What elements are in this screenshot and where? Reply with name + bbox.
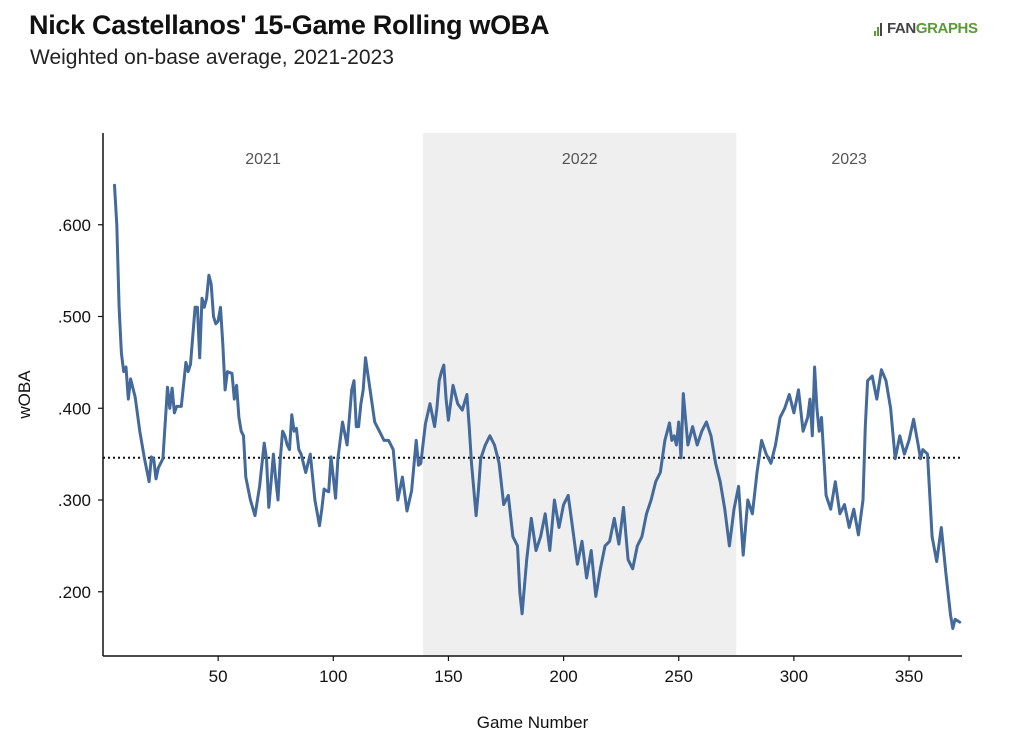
y-axis-title: wOBA bbox=[15, 370, 34, 420]
y-tick-label: .500 bbox=[58, 308, 91, 327]
x-tick-label: 150 bbox=[434, 667, 462, 686]
y-tick-label: .300 bbox=[58, 491, 91, 510]
batter-logo-icon bbox=[874, 22, 882, 36]
y-tick-label: .600 bbox=[58, 216, 91, 235]
x-tick-label: 200 bbox=[549, 667, 577, 686]
x-tick-label: 50 bbox=[209, 667, 228, 686]
x-axis-ticks: 50 100 150 200 250 300 350 bbox=[209, 656, 923, 686]
woba-series-line bbox=[113, 183, 962, 630]
season-label-2022: 2022 bbox=[562, 151, 598, 168]
x-tick-label: 250 bbox=[665, 667, 693, 686]
season-label-2023: 2023 bbox=[831, 151, 867, 168]
chart-axes bbox=[102, 133, 962, 657]
logo-text-fan: FAN bbox=[887, 20, 916, 37]
y-tick-label: .400 bbox=[58, 399, 91, 418]
season-labels: 2021 2022 2023 bbox=[245, 151, 867, 168]
fangraphs-logo: FAN GRAPHS bbox=[873, 20, 978, 37]
season-label-2021: 2021 bbox=[245, 151, 281, 168]
chart-title: Nick Castellanos' 15-Game Rolling wOBA bbox=[29, 10, 550, 40]
x-tick-label: 300 bbox=[780, 667, 808, 686]
x-tick-label: 100 bbox=[319, 667, 347, 686]
x-tick-label: 350 bbox=[895, 667, 923, 686]
season-bands bbox=[423, 133, 737, 656]
x-axis-title: Game Number bbox=[477, 713, 589, 732]
y-tick-label: .200 bbox=[58, 583, 91, 602]
logo-text-graphs: GRAPHS bbox=[915, 20, 978, 37]
season-band-2022 bbox=[423, 133, 737, 656]
y-axis-ticks: .200 .300 .400 .500 .600 bbox=[58, 216, 103, 602]
chart-subtitle: Weighted on-base average, 2021-2023 bbox=[30, 46, 394, 69]
